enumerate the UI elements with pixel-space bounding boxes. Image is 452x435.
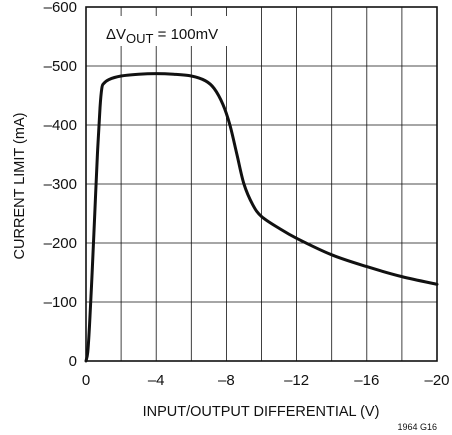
figure-id: 1964 G16: [397, 422, 437, 432]
x-tick-label: –4: [148, 372, 165, 389]
tick-labels: 0 –4 –8 –12 –16 –200–100–200–300–400–500–600: [44, 0, 450, 389]
annotation-background: [100, 16, 240, 46]
y-tick-label: 0: [69, 353, 77, 370]
x-tick-label: –12: [284, 372, 309, 389]
y-tick-label: –400: [44, 117, 77, 134]
x-tick-label: 0: [82, 372, 90, 389]
y-tick-label: –300: [44, 176, 77, 193]
x-tick-label: –8: [218, 372, 235, 389]
y-tick-label: –600: [44, 0, 77, 16]
y-tick-label: –200: [44, 235, 77, 252]
y-tick-label: –500: [44, 58, 77, 75]
x-axis-label: INPUT/OUTPUT DIFFERENTIAL (V): [143, 404, 380, 420]
annotation-suffix: = 100mV: [153, 26, 218, 43]
series-line-current-limit: [84, 72, 439, 363]
annotation-prefix: ΔV: [106, 26, 126, 43]
plot-frame: [85, 6, 438, 362]
x-tick-label: –16: [354, 372, 379, 389]
x-tick-label: –20: [424, 372, 449, 389]
y-axis-label: CURRENT LIMIT (mA): [12, 113, 28, 260]
annotation-subscript: OUT: [126, 31, 154, 46]
annotation-label: ΔVOUT = 100mV: [106, 26, 218, 46]
grid-lines: [85, 6, 438, 362]
y-tick-label: –100: [44, 294, 77, 311]
